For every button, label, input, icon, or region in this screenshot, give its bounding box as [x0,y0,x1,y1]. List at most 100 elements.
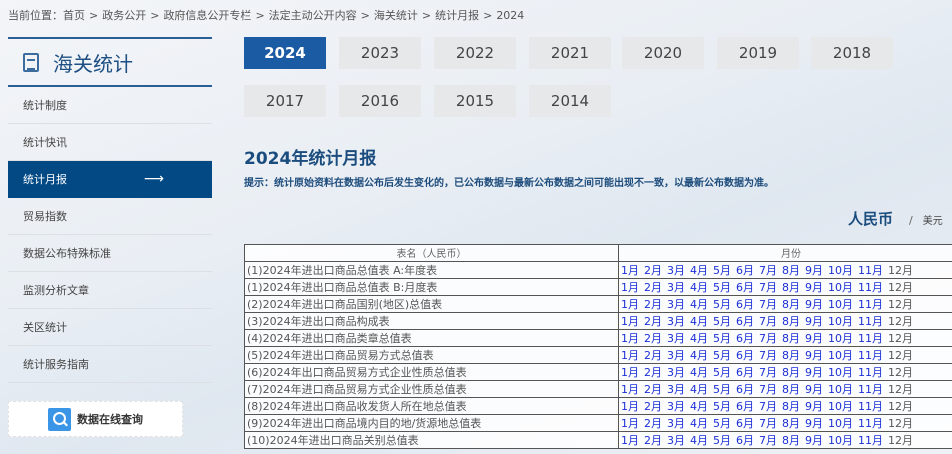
month-link[interactable]: 7月 [759,433,777,447]
month-link[interactable]: 8月 [782,331,800,345]
breadcrumb-item[interactable]: 海关统计 [373,9,418,22]
month-link[interactable]: 11月 [858,331,883,345]
month-link[interactable]: 4月 [690,297,708,311]
month-link[interactable]: 9月 [805,433,823,447]
month-link[interactable]: 5月 [713,280,731,294]
year-tab-2021[interactable]: 2021 [529,37,611,69]
currency-rmb[interactable]: 人民币 [848,210,894,228]
month-link[interactable]: 11月 [858,399,883,413]
month-link[interactable]: 9月 [805,365,823,379]
month-link[interactable]: 5月 [713,348,731,362]
month-link[interactable]: 7月 [759,365,777,379]
month-link[interactable]: 9月 [805,416,823,430]
month-link[interactable]: 8月 [782,297,800,311]
month-link[interactable]: 1月 [621,280,639,294]
year-tab-2015[interactable]: 2015 [434,85,516,117]
year-tab-2018[interactable]: 2018 [811,37,893,69]
month-link[interactable]: 3月 [667,280,685,294]
month-link[interactable]: 10月 [828,314,853,328]
month-link[interactable]: 8月 [782,348,800,362]
sidebar-item[interactable]: 贸易指数 [8,198,212,235]
month-link[interactable]: 5月 [713,297,731,311]
year-tab-2024[interactable]: 2024 [244,37,326,69]
month-link[interactable]: 3月 [667,416,685,430]
month-link[interactable]: 4月 [690,331,708,345]
month-link[interactable]: 10月 [828,331,853,345]
month-link[interactable]: 11月 [858,382,883,396]
month-link[interactable]: 9月 [805,280,823,294]
month-link[interactable]: 4月 [690,348,708,362]
month-link[interactable]: 9月 [805,399,823,413]
month-link[interactable]: 8月 [782,382,800,396]
month-link[interactable]: 5月 [713,263,731,277]
month-link[interactable]: 10月 [828,399,853,413]
sidebar-item[interactable]: 监测分析文章 [8,272,212,309]
month-link[interactable]: 3月 [667,263,685,277]
month-link[interactable]: 4月 [690,263,708,277]
month-link[interactable]: 7月 [759,280,777,294]
year-tab-2020[interactable]: 2020 [622,37,704,69]
month-link[interactable]: 11月 [858,416,883,430]
year-tab-2022[interactable]: 2022 [434,37,516,69]
month-link[interactable]: 1月 [621,314,639,328]
month-link[interactable]: 10月 [828,348,853,362]
sidebar-item[interactable]: 统计服务指南 [8,346,212,383]
month-link[interactable]: 10月 [828,382,853,396]
month-link[interactable]: 7月 [759,331,777,345]
sidebar-item[interactable]: 关区统计 [8,309,212,346]
month-link[interactable]: 5月 [713,433,731,447]
month-link[interactable]: 7月 [759,297,777,311]
month-link[interactable]: 7月 [759,263,777,277]
month-link[interactable]: 7月 [759,314,777,328]
month-link[interactable]: 2月 [644,263,662,277]
month-link[interactable]: 11月 [858,365,883,379]
month-link[interactable]: 6月 [736,382,754,396]
month-link[interactable]: 1月 [621,348,639,362]
month-link[interactable]: 4月 [690,382,708,396]
month-link[interactable]: 11月 [858,280,883,294]
month-link[interactable]: 1月 [621,433,639,447]
month-link[interactable]: 10月 [828,365,853,379]
month-link[interactable]: 3月 [667,348,685,362]
month-link[interactable]: 5月 [713,331,731,345]
month-link[interactable]: 8月 [782,263,800,277]
month-link[interactable]: 11月 [858,433,883,447]
year-tab-2016[interactable]: 2016 [339,85,421,117]
month-link[interactable]: 3月 [667,365,685,379]
breadcrumb-item[interactable]: 政务公开 [102,9,147,22]
month-link[interactable]: 5月 [713,314,731,328]
month-link[interactable]: 2月 [644,297,662,311]
month-link[interactable]: 8月 [782,399,800,413]
month-link[interactable]: 4月 [690,399,708,413]
month-link[interactable]: 1月 [621,365,639,379]
sidebar-item[interactable]: 数据公布特殊标准 [8,235,212,272]
month-link[interactable]: 2月 [644,331,662,345]
month-link[interactable]: 1月 [621,416,639,430]
sidebar-item[interactable]: 统计月报 ⟶ [8,161,212,198]
year-tab-2023[interactable]: 2023 [339,37,421,69]
month-link[interactable]: 4月 [690,280,708,294]
month-link[interactable]: 6月 [736,399,754,413]
year-tab-2017[interactable]: 2017 [244,85,326,117]
month-link[interactable]: 3月 [667,382,685,396]
month-link[interactable]: 7月 [759,399,777,413]
month-link[interactable]: 10月 [828,297,853,311]
month-link[interactable]: 2月 [644,382,662,396]
month-link[interactable]: 3月 [667,297,685,311]
month-link[interactable]: 6月 [736,365,754,379]
month-link[interactable]: 6月 [736,280,754,294]
month-link[interactable]: 9月 [805,382,823,396]
sidebar-item[interactable]: 统计制度 [8,87,212,124]
month-link[interactable]: 8月 [782,416,800,430]
month-link[interactable]: 6月 [736,348,754,362]
breadcrumb-item[interactable]: 当前位置：首页 [8,9,85,22]
month-link[interactable]: 11月 [858,314,883,328]
month-link[interactable]: 10月 [828,280,853,294]
month-link[interactable]: 1月 [621,297,639,311]
sidebar-item[interactable]: 统计快讯 [8,124,212,161]
month-link[interactable]: 9月 [805,331,823,345]
month-link[interactable]: 10月 [828,263,853,277]
month-link[interactable]: 6月 [736,331,754,345]
month-link[interactable]: 5月 [713,382,731,396]
month-link[interactable]: 10月 [828,416,853,430]
